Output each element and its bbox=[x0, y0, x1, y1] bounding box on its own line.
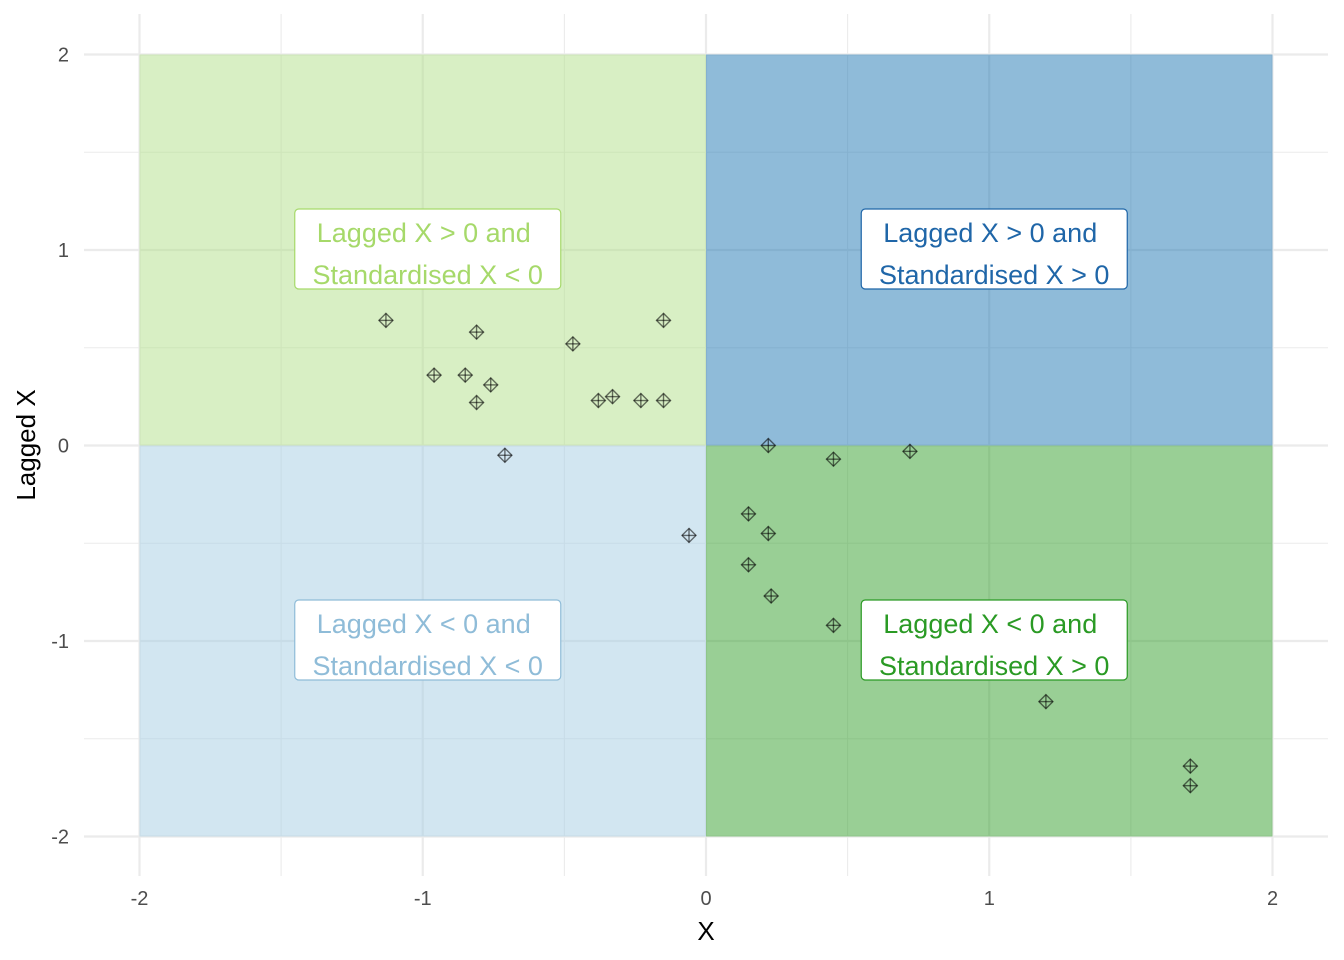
data-point bbox=[825, 451, 842, 468]
y-axis-title: Lagged X bbox=[11, 389, 41, 500]
data-point bbox=[763, 588, 780, 605]
y-tick-label: -2 bbox=[51, 827, 69, 849]
q-bottom-left-label-line1: Lagged X < 0 and bbox=[317, 609, 531, 639]
data-point bbox=[740, 556, 757, 573]
x-tick-label: 2 bbox=[1267, 888, 1278, 910]
data-point bbox=[825, 617, 842, 634]
y-tick-label: 2 bbox=[58, 45, 69, 67]
data-point bbox=[564, 335, 581, 352]
data-point bbox=[590, 392, 607, 409]
x-axis-title: X bbox=[697, 916, 714, 946]
x-tick-label: 1 bbox=[984, 888, 995, 910]
q-top-right-label-line2: Standardised X > 0 bbox=[879, 260, 1109, 290]
data-point bbox=[632, 392, 649, 409]
q-bottom-right-label-box bbox=[860, 599, 1128, 681]
data-point bbox=[1182, 758, 1199, 775]
q-bottom-left-label-line2: Standardised X < 0 bbox=[313, 651, 543, 681]
q-bottom-right-label-line1: Lagged X < 0 and bbox=[883, 609, 1097, 639]
q-top-left-label-box bbox=[294, 208, 562, 290]
q-top-right-label-box bbox=[860, 208, 1128, 290]
data-point bbox=[482, 376, 499, 393]
x-tick-label: -1 bbox=[414, 888, 432, 910]
q-top-left-label-line2: Standardised X < 0 bbox=[313, 260, 543, 290]
data-point bbox=[457, 367, 474, 384]
data-point bbox=[1182, 777, 1199, 794]
y-tick-label: 0 bbox=[58, 436, 69, 458]
data-point bbox=[740, 505, 757, 522]
data-point bbox=[468, 394, 485, 411]
data-point bbox=[655, 312, 672, 329]
q-bottom-right-label: Lagged X < 0 and Standardised X > 0 bbox=[860, 599, 1128, 681]
data-point bbox=[760, 437, 777, 454]
data-point bbox=[1037, 693, 1054, 710]
axis-ticks: -2 -1 0 1 2 -2 -1 0 1 2 bbox=[51, 45, 1278, 911]
data-point bbox=[655, 392, 672, 409]
data-points bbox=[377, 312, 1199, 794]
q-top-left-label-line1: Lagged X > 0 and bbox=[317, 218, 531, 248]
data-point bbox=[681, 527, 697, 544]
q-bottom-left-label-box bbox=[294, 599, 562, 681]
q-bottom-right-label-line2: Standardised X > 0 bbox=[879, 651, 1109, 681]
q-bottom-left-label: Lagged X < 0 and Standardised X < 0 bbox=[294, 599, 562, 681]
data-point bbox=[901, 443, 918, 460]
data-point bbox=[496, 447, 513, 464]
data-point bbox=[604, 388, 621, 405]
q-top-left-label: Lagged X > 0 and Standardised X < 0 bbox=[294, 208, 562, 290]
data-point bbox=[760, 525, 777, 542]
q-top-right-label: Lagged X > 0 and Standardised X > 0 bbox=[860, 208, 1128, 290]
quadrant-regions bbox=[139, 54, 1273, 837]
y-tick-label: 1 bbox=[58, 240, 69, 262]
x-tick-label: 0 bbox=[700, 888, 711, 910]
q-top-right-label-line1: Lagged X > 0 and bbox=[883, 218, 1097, 248]
y-tick-label: -1 bbox=[51, 631, 69, 653]
data-point bbox=[377, 312, 394, 329]
data-point bbox=[468, 324, 485, 341]
x-tick-label: -2 bbox=[131, 888, 149, 910]
data-point bbox=[426, 367, 443, 384]
